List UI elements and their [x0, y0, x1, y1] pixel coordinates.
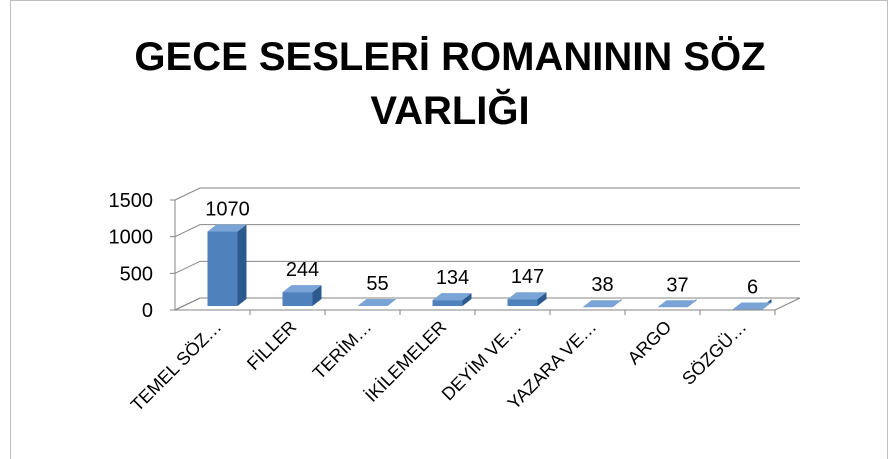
- y-tick-label: 1500: [109, 190, 154, 212]
- grid-line: [174, 187, 800, 201]
- bar-side: [537, 292, 547, 306]
- x-tick-label: TERİM…: [309, 317, 375, 383]
- bar: [357, 298, 397, 306]
- x-tick-label: ARGO: [624, 317, 676, 369]
- bar-front: [507, 299, 538, 306]
- x-tick-label: İKİLEMELER: [361, 317, 450, 406]
- chart-title: GECE SESLERİ ROMANININ SÖZ VARLIĞI: [134, 35, 766, 133]
- y-tick-label: 500: [120, 263, 153, 285]
- x-tick-label: SÖZGÜ…: [678, 317, 750, 389]
- bar-front: [207, 231, 238, 306]
- bar-top: [582, 300, 622, 308]
- data-label: 37: [666, 274, 688, 296]
- bar-top: [507, 292, 547, 300]
- bar: [732, 299, 772, 310]
- bar: [657, 299, 697, 308]
- bar-side: [237, 224, 247, 306]
- bar-front: [432, 300, 463, 306]
- data-label: 244: [286, 259, 319, 281]
- bar-front: [282, 292, 313, 306]
- data-label: 38: [591, 274, 613, 296]
- bar-side: [312, 285, 322, 306]
- data-label: 55: [366, 273, 388, 295]
- grid-line: [174, 297, 800, 311]
- x-tick-label: FİLLER: [243, 317, 300, 374]
- bar: [432, 293, 472, 306]
- bar: [507, 292, 547, 306]
- y-tick-label: 0: [142, 300, 153, 322]
- bar-side: [462, 293, 472, 306]
- grid-line: [174, 260, 800, 274]
- bar-top: [732, 302, 772, 310]
- bar-top: [432, 293, 472, 301]
- bar: [582, 299, 622, 308]
- bar: [207, 224, 247, 306]
- chart-border: [10, 0, 888, 459]
- bar: [282, 285, 322, 306]
- data-label: 1070: [205, 199, 250, 221]
- bar-side: [387, 298, 397, 306]
- bar-top: [657, 300, 697, 308]
- bar-top: [282, 285, 322, 293]
- data-label: 6: [747, 277, 758, 299]
- y-tick-label: 1000: [109, 227, 154, 249]
- data-label: 134: [436, 267, 469, 289]
- bar-top: [207, 224, 247, 232]
- floor: [175, 297, 801, 311]
- x-tick-label: TEMEL SÖZ…: [127, 317, 226, 416]
- bar-top: [357, 298, 397, 306]
- data-label: 147: [511, 266, 544, 288]
- grid-line: [174, 224, 800, 238]
- back-wall: [174, 297, 800, 311]
